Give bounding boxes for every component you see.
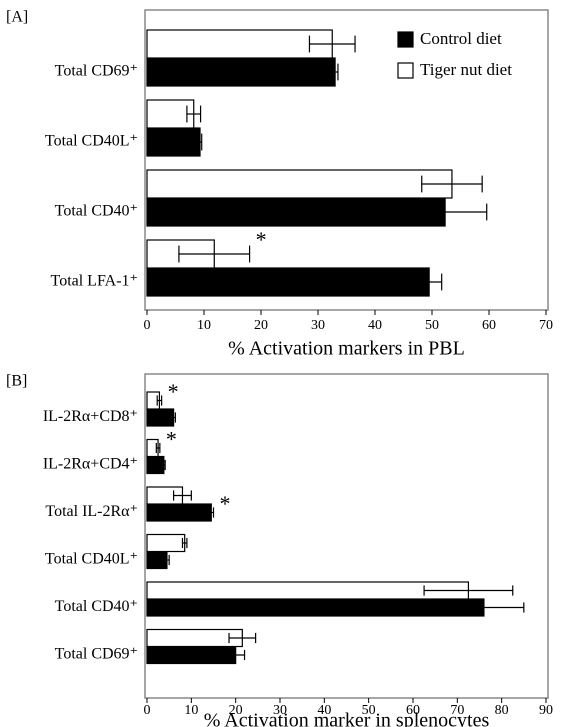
category-label: Total CD40⁺ [55,203,138,220]
category-label: Total IL-2Rα⁺ [45,503,138,520]
bar [146,645,237,665]
bar [146,581,470,600]
x-tick-label: 70 [450,703,464,718]
category-label: Total CD40⁺ [55,598,138,615]
x-tick-label: 50 [362,703,376,718]
x-tick-label: 60 [406,703,420,718]
x-tick-label: 30 [273,703,287,718]
x-tick-label: 20 [254,318,268,333]
bar [146,628,243,648]
bar [146,533,186,553]
bar [146,57,336,87]
x-tick-label: 70 [539,318,553,333]
bar [146,127,201,157]
category-label: Total CD40L⁺ [45,551,138,568]
x-tick-label: 40 [368,318,382,333]
bar [146,455,165,475]
x-tick-label: 30 [311,318,325,333]
x-tick-label: 50 [425,318,439,333]
bar [146,598,485,617]
plot-frame [144,373,549,699]
x-tick-label: 20 [229,703,243,718]
legend-swatch [397,31,414,48]
x-tick-label: 0 [144,703,151,718]
legend-swatch [397,62,414,79]
x-axis-label: % Activation marker in splenocytes [204,710,490,727]
bar [146,550,168,570]
bar [146,169,453,199]
x-tick-label: 40 [317,703,331,718]
plot-frame [144,9,549,311]
category-label: IL-2Rα+CD4⁺ [43,456,138,473]
category-label: Total CD40L⁺ [45,133,138,150]
legend-label: Control diet [420,29,502,48]
bar [146,503,212,522]
significance-mark: * [168,379,179,404]
x-tick-label: 80 [495,703,509,718]
significance-mark: * [166,427,177,452]
category-label: IL-2Rα+CD8⁺ [43,408,138,425]
bar [146,267,430,297]
bar [146,408,175,427]
x-tick-label: 10 [197,318,211,333]
category-label: Total CD69⁺ [55,63,138,80]
bar [146,197,446,227]
legend-label: Tiger nut diet [420,60,512,79]
x-tick-label: 60 [482,318,496,333]
significance-mark: * [220,491,231,516]
panel-label: [B] [6,373,27,390]
panel-label: [A] [6,9,28,26]
x-axis-label: % Activation markers in PBL [228,338,465,360]
category-label: Total CD69⁺ [55,646,138,663]
category-label: Total LFA-1⁺ [51,273,138,290]
significance-mark: * [256,227,267,252]
x-tick-label: 0 [144,318,151,333]
x-tick-label: 10 [184,703,198,718]
x-tick-label: 90 [539,703,553,718]
bar [146,99,195,129]
bar [146,29,333,59]
